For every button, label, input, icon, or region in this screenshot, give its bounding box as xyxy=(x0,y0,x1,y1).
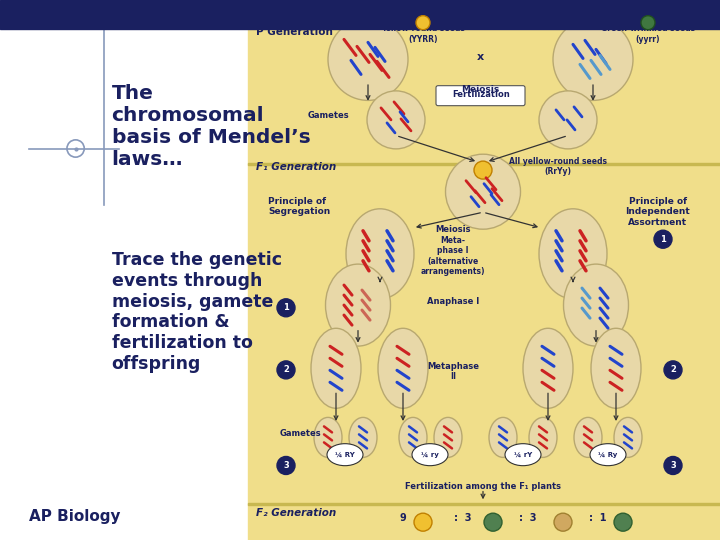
Circle shape xyxy=(664,361,682,379)
Text: Principle of
Segregation: Principle of Segregation xyxy=(268,197,330,217)
Ellipse shape xyxy=(399,417,427,457)
Text: Metaphase
II: Metaphase II xyxy=(427,362,479,381)
Text: AP Biology: AP Biology xyxy=(29,509,120,524)
Circle shape xyxy=(664,456,682,475)
Text: 2: 2 xyxy=(283,366,289,374)
Ellipse shape xyxy=(564,264,629,346)
Ellipse shape xyxy=(614,417,642,457)
Text: Gametes: Gametes xyxy=(308,111,350,120)
Text: Gametes: Gametes xyxy=(280,429,322,437)
Circle shape xyxy=(416,16,430,30)
Ellipse shape xyxy=(327,444,363,465)
Ellipse shape xyxy=(539,91,597,149)
Ellipse shape xyxy=(314,417,342,457)
Text: The
chromosomal
basis of Mendel’s
laws…: The chromosomal basis of Mendel’s laws… xyxy=(112,84,310,168)
Text: :  3: : 3 xyxy=(454,514,472,523)
Bar xyxy=(248,29,720,540)
Text: 1: 1 xyxy=(283,303,289,312)
Ellipse shape xyxy=(412,444,448,465)
Bar xyxy=(248,163,720,165)
Text: Trace the genetic
events through
meiosis, gamete
formation &
fertilization to
of: Trace the genetic events through meiosis… xyxy=(112,251,282,373)
Circle shape xyxy=(277,456,295,475)
Text: F₁ Generation: F₁ Generation xyxy=(256,162,336,172)
Ellipse shape xyxy=(529,417,557,457)
Text: Meiosis: Meiosis xyxy=(436,225,471,234)
Ellipse shape xyxy=(378,328,428,408)
Text: 9: 9 xyxy=(400,514,406,523)
Text: 3: 3 xyxy=(283,461,289,470)
Text: All yellow-round seeds
(RrYy): All yellow-round seeds (RrYy) xyxy=(509,157,607,176)
Ellipse shape xyxy=(523,328,573,408)
Circle shape xyxy=(654,230,672,248)
Ellipse shape xyxy=(349,417,377,457)
Text: Green-wrinkled seeds
(yyrr): Green-wrinkled seeds (yyrr) xyxy=(601,24,695,44)
Ellipse shape xyxy=(434,417,462,457)
Text: Principle of
Independent
Assortment: Principle of Independent Assortment xyxy=(626,197,690,227)
Circle shape xyxy=(484,513,502,531)
Text: Anaphase I: Anaphase I xyxy=(427,297,479,306)
Ellipse shape xyxy=(591,328,641,408)
Ellipse shape xyxy=(311,328,361,408)
Bar xyxy=(0,0,720,29)
Text: ¼ rY: ¼ rY xyxy=(514,451,532,458)
Text: x: x xyxy=(477,52,484,62)
Bar xyxy=(248,503,720,505)
Circle shape xyxy=(474,161,492,179)
Text: :  1: : 1 xyxy=(589,514,607,523)
Text: Fertilization: Fertilization xyxy=(452,90,510,99)
Circle shape xyxy=(554,513,572,531)
Circle shape xyxy=(641,16,655,30)
Ellipse shape xyxy=(574,417,602,457)
Text: ¼ ry: ¼ ry xyxy=(421,451,439,458)
Text: Fertilization among the F₁ plants: Fertilization among the F₁ plants xyxy=(405,482,561,491)
Text: F₂ Generation: F₂ Generation xyxy=(256,508,336,518)
Ellipse shape xyxy=(539,209,607,299)
Ellipse shape xyxy=(328,18,408,100)
Text: 2: 2 xyxy=(670,366,676,374)
Text: ¼ RY: ¼ RY xyxy=(335,451,355,458)
Ellipse shape xyxy=(553,18,633,100)
Text: :  3: : 3 xyxy=(519,514,536,523)
FancyBboxPatch shape xyxy=(436,86,525,106)
Ellipse shape xyxy=(325,264,390,346)
Text: ¼ Ry: ¼ Ry xyxy=(598,451,618,458)
Text: 1: 1 xyxy=(660,235,666,244)
Ellipse shape xyxy=(590,444,626,465)
Text: P Generation: P Generation xyxy=(256,27,333,37)
Ellipse shape xyxy=(346,209,414,299)
Ellipse shape xyxy=(367,91,425,149)
Text: Yellow-round seeds
(YYRR): Yellow-round seeds (YYRR) xyxy=(381,24,465,44)
Ellipse shape xyxy=(489,417,517,457)
Text: 3: 3 xyxy=(670,461,676,470)
Ellipse shape xyxy=(446,154,521,229)
Circle shape xyxy=(277,361,295,379)
Text: Meta-
phase I
(alternative
arrangements): Meta- phase I (alternative arrangements) xyxy=(420,236,485,276)
Text: Meiosis: Meiosis xyxy=(461,85,499,94)
Circle shape xyxy=(277,299,295,317)
Circle shape xyxy=(414,513,432,531)
Circle shape xyxy=(614,513,632,531)
Bar xyxy=(0,29,248,540)
Ellipse shape xyxy=(505,444,541,465)
